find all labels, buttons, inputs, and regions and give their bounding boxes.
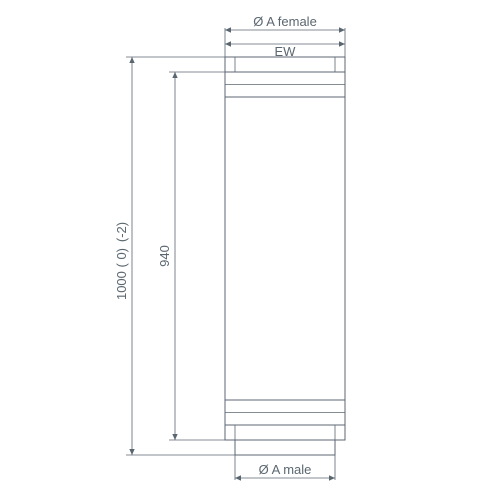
label-diameter-female: Ø A female [253, 14, 317, 29]
bottom-collar [225, 425, 345, 440]
pipe-body [225, 97, 345, 400]
label-height-1000: 1000 ( 0) [114, 248, 129, 300]
label-diameter-male: Ø A male [259, 462, 312, 477]
top-collar [225, 57, 345, 72]
label-ew: EW [275, 44, 297, 59]
label-height-940: 940 [157, 245, 172, 267]
label-height-1000-tol: (-2) [114, 222, 129, 242]
male-spigot [235, 440, 335, 455]
